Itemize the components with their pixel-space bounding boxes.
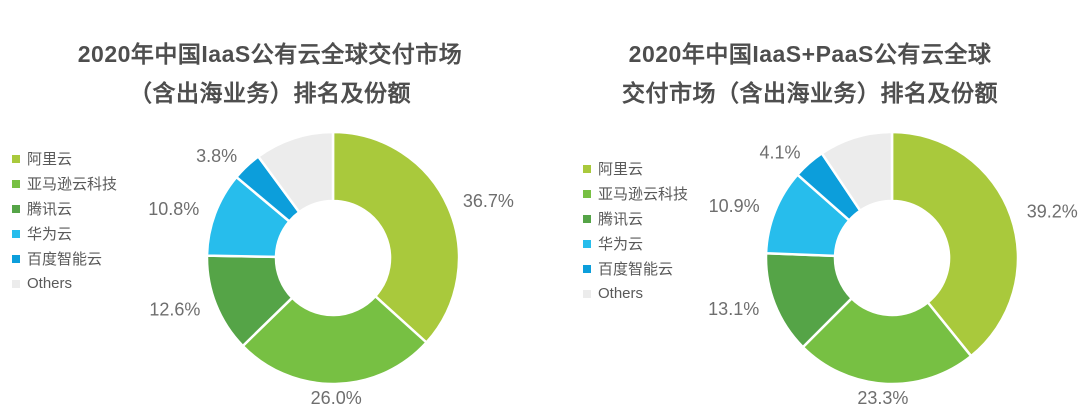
legend-swatch-icon: [12, 204, 20, 213]
donut-slice-5: [257, 130, 335, 214]
slice-value-label-3: 10.9%: [709, 196, 760, 216]
slice-value-label-4: 3.8%: [196, 146, 237, 166]
legend-label: 阿里云: [598, 161, 644, 178]
legend-label: 腾讯云: [598, 211, 644, 228]
chart-panel-iaas: 2020年中国IaaS公有云全球交付市场 （含出海业务）排名及份额 36.7% 2…: [0, 35, 540, 408]
legend-swatch-icon: [12, 279, 20, 288]
legend-label: 阿里云: [27, 151, 73, 168]
legend-swatch-icon: [583, 239, 591, 248]
slice-value-label-0: 39.2%: [1027, 201, 1078, 221]
donut-slice-0: [890, 130, 1020, 358]
slice-value-label-3: 10.8%: [148, 199, 199, 219]
legend-swatch-icon: [12, 179, 20, 188]
chart-title-line-1: 2020年中国IaaS公有云全球交付市场: [77, 41, 463, 68]
legend-item-1: 亚马逊云科技: [12, 171, 117, 196]
slice-value-label-1: 26.0%: [311, 388, 362, 408]
chart-panel-iaas-paas: 2020年中国IaaS+PaaS公有云全球 交付市场（含出海业务）排名及份额 3…: [540, 0, 1080, 415]
legend-item-0: 阿里云: [583, 156, 688, 181]
legend-item-2: 腾讯云: [583, 206, 688, 231]
legend-label: Others: [598, 285, 644, 302]
legend-swatch-icon: [12, 254, 20, 263]
slice-value-label-0: 36.7%: [463, 191, 514, 211]
legend-label: 华为云: [27, 226, 73, 243]
donut-chart-iaas-paas: 39.2% 23.3% 13.1% 10.9% 4.1%: [708, 130, 1078, 408]
legend-label: 华为云: [598, 236, 644, 253]
legend-item-0: 阿里云: [12, 146, 117, 171]
legend-item-4: 百度智能云: [583, 256, 688, 281]
donut-slice-0: [331, 130, 461, 344]
legend-item-2: 腾讯云: [12, 196, 117, 221]
legend-label: Others: [27, 275, 73, 292]
legend-swatch-icon: [583, 189, 591, 198]
slice-value-label-1: 23.3%: [857, 388, 908, 408]
donut-chart-iaas: 36.7% 26.0% 12.6% 10.8% 3.8%: [148, 130, 514, 408]
legend-swatch-icon: [583, 289, 591, 298]
legend-label: 亚马逊云科技: [598, 186, 689, 203]
legend-swatch-icon: [583, 264, 591, 273]
legend-label: 百度智能云: [27, 251, 103, 268]
legend-swatch-icon: [12, 229, 20, 238]
legend-swatch-icon: [12, 154, 20, 163]
legend-label: 百度智能云: [598, 261, 674, 278]
donut-slice-1: [241, 294, 428, 386]
chart-title-line-2: 交付市场（含出海业务）排名及份额: [622, 80, 998, 107]
legend-label: 腾讯云: [27, 201, 73, 218]
slice-value-label-4: 4.1%: [759, 143, 800, 163]
legend-item-5: Others: [583, 281, 688, 306]
chart-title-line-2: （含出海业务）排名及份额: [129, 80, 411, 107]
chart-title-iaas-paas: 2020年中国IaaS+PaaS公有云全球 交付市场（含出海业务）排名及份额: [540, 35, 1080, 113]
legend-iaas: 阿里云亚马逊云科技 腾讯云华为云百度智能云 Others: [12, 146, 117, 296]
legend-item-5: Others: [12, 271, 117, 296]
slice-value-label-2: 13.1%: [708, 299, 759, 319]
chart-title-iaas: 2020年中国IaaS公有云全球交付市场 （含出海业务）排名及份额: [0, 35, 540, 113]
legend-swatch-icon: [583, 214, 591, 223]
donut-slice-5: [820, 130, 894, 212]
legend-item-1: 亚马逊云科技: [583, 181, 688, 206]
donut-slice-1: [801, 297, 973, 386]
legend-iaas-paas: 阿里云亚马逊云科技 腾讯云华为云百度智能云 Others: [583, 156, 688, 306]
legend-item-4: 百度智能云: [12, 246, 117, 271]
chart-title-line-1: 2020年中国IaaS+PaaS公有云全球: [628, 41, 992, 68]
legend-item-3: 华为云: [12, 221, 117, 246]
legend-swatch-icon: [583, 164, 591, 173]
slice-value-label-2: 12.6%: [149, 300, 200, 320]
legend-item-3: 华为云: [583, 231, 688, 256]
legend-label: 亚马逊云科技: [27, 176, 118, 193]
